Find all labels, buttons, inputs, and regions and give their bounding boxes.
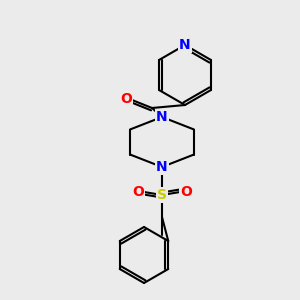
Text: O: O <box>120 92 132 106</box>
Text: S: S <box>157 188 167 202</box>
Text: N: N <box>156 110 168 124</box>
Text: N: N <box>179 38 191 52</box>
Text: N: N <box>156 160 168 174</box>
Text: O: O <box>180 185 192 199</box>
Text: O: O <box>132 185 144 199</box>
